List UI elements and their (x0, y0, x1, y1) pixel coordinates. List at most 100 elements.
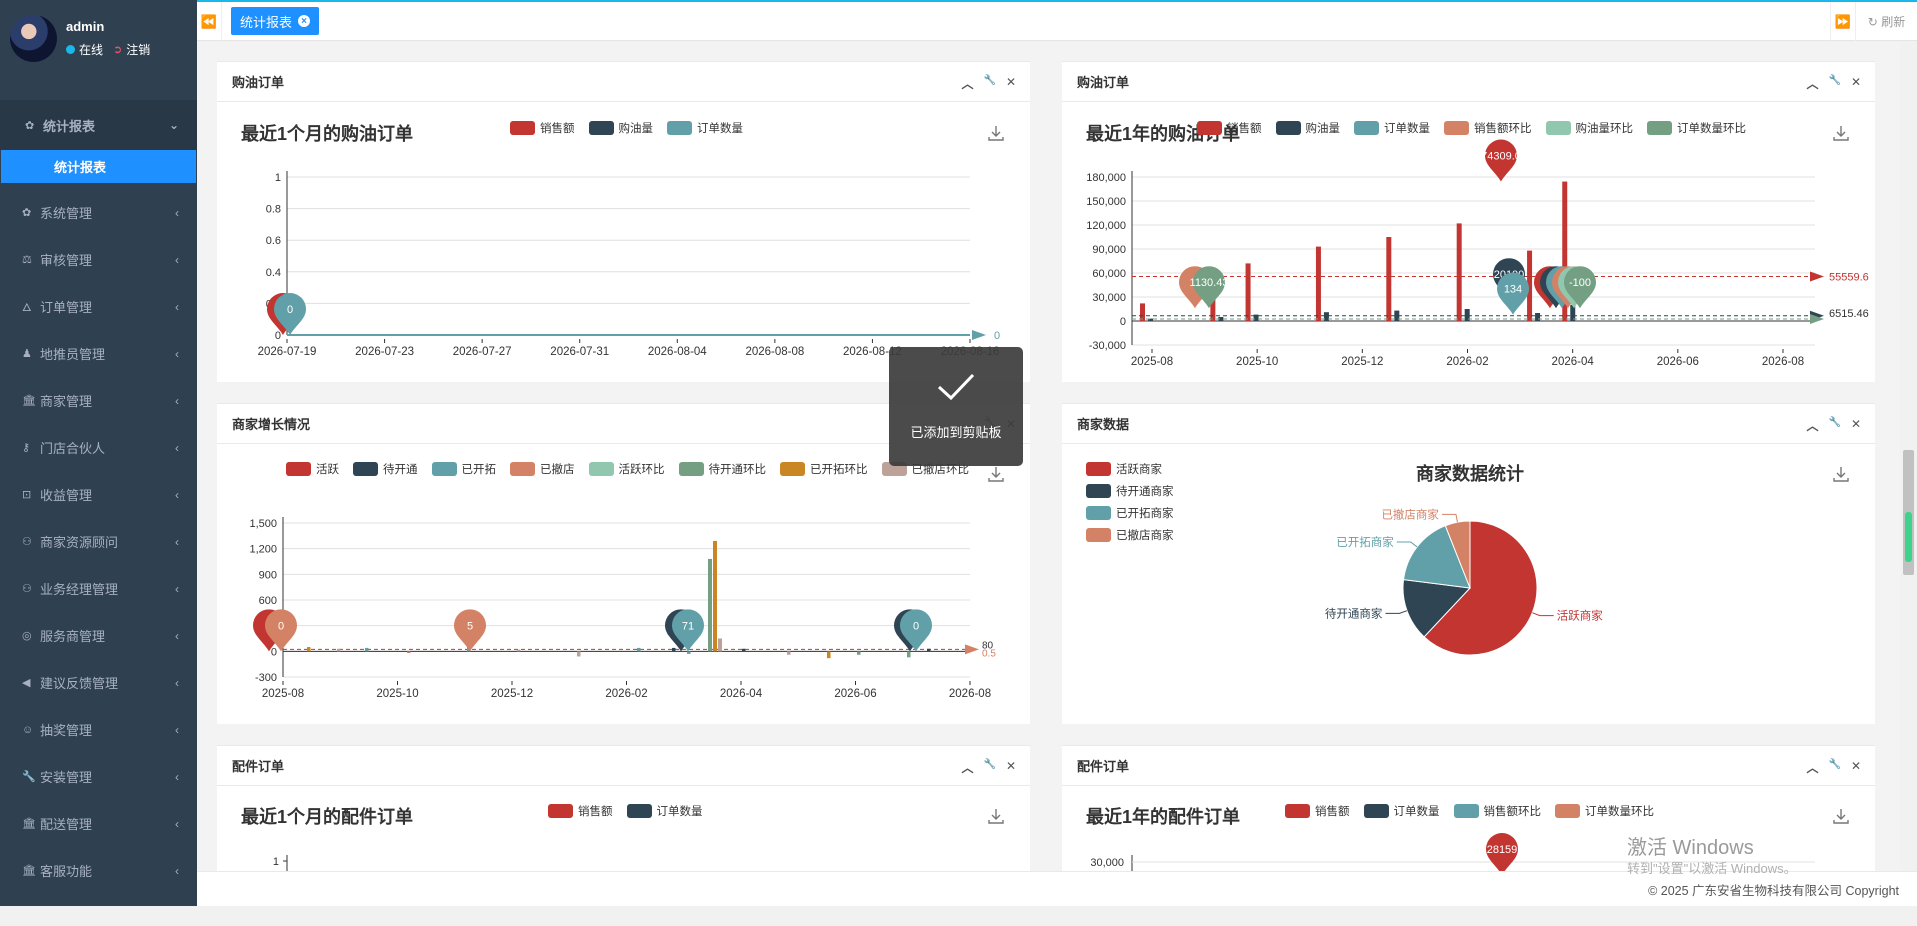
sidebar-item-1[interactable]: ✿ 系统管理 ‹ (0, 189, 197, 236)
sidebar-item-label: 审核管理 (40, 253, 93, 268)
close-icon[interactable]: ✕ (1850, 75, 1861, 89)
sidebar-item-0[interactable]: ✿ 统计报表 ⌄ (0, 100, 197, 150)
chart-p6: 30,000 28159 (1090, 833, 1815, 871)
legend-item[interactable]: 销售额 (1197, 120, 1262, 136)
collapse-icon[interactable]: ︿ (961, 761, 974, 775)
download-icon[interactable] (988, 466, 1004, 482)
legend-item[interactable]: 已开拓商家 (1086, 505, 1174, 521)
legend-label: 购油量环比 (1575, 123, 1634, 135)
sidebar-item-2[interactable]: ⚖ 审核管理 ‹ (0, 236, 197, 283)
legend-swatch (667, 121, 692, 135)
sidebar-item-15[interactable]: 🏛 客服功能 ‹ (0, 847, 197, 894)
chevron-left-icon: ‹ (175, 769, 179, 784)
legend-item[interactable]: 已开拓 (431, 461, 496, 477)
legend-item[interactable]: 销售额环比 (1444, 120, 1532, 136)
pie-slice[interactable] (1423, 520, 1538, 656)
wrench-icon[interactable]: 🔧 (983, 759, 996, 770)
legend-item[interactable]: 待开通环比 (678, 461, 766, 477)
wrench-icon[interactable]: 🔧 (1828, 75, 1841, 86)
x-tick-label: 2026-02 (1446, 356, 1488, 368)
download-icon[interactable] (988, 808, 1004, 824)
legend-item[interactable]: 购油量 (588, 120, 653, 136)
sidebar-item-9[interactable]: ⚇ 业务经理管理 ‹ (0, 565, 197, 612)
collapse-icon[interactable]: ︿ (1806, 419, 1819, 433)
close-icon[interactable]: ✕ (1850, 759, 1861, 773)
close-icon[interactable]: ✕ (1850, 417, 1861, 431)
legend-item[interactable]: 订单数量环比 (1647, 120, 1746, 136)
sidebar-subitem-statistics[interactable]: 统计报表 (1, 150, 196, 183)
legend-label: 销售额 (1227, 123, 1262, 135)
download-icon[interactable] (1833, 125, 1849, 141)
download-icon[interactable] (1833, 466, 1849, 482)
pie-slice[interactable] (1402, 525, 1471, 589)
tab-scroll-right-icon[interactable]: ⏩ (1830, 2, 1856, 41)
sidebar-item-7[interactable]: ⊡ 收益管理 ‹ (0, 471, 197, 518)
collapse-icon[interactable]: ︿ (1806, 77, 1819, 91)
wrench-icon[interactable]: 🔧 (1828, 759, 1841, 770)
bar (718, 638, 722, 652)
scrollbar[interactable] (1900, 42, 1917, 871)
panel-title: 配件订单 (232, 759, 285, 774)
tab-statistics[interactable]: 统计报表 × (231, 7, 320, 35)
download-icon[interactable] (1833, 808, 1849, 824)
legend-item[interactable]: 订单数量环比 (1555, 803, 1654, 819)
tab-label: 统计报表 (240, 14, 293, 30)
collapse-icon[interactable]: ︿ (1806, 761, 1819, 775)
collapse-icon[interactable]: ︿ (961, 77, 974, 91)
legend-label: 销售额环比 (1474, 123, 1532, 135)
legend-item[interactable]: 活跃 (286, 461, 339, 477)
legend-swatch (286, 462, 311, 476)
panel-header: 配件订单 ︿ 🔧 ✕ (217, 746, 1030, 786)
legend-item[interactable]: 活跃商家 (1086, 461, 1162, 477)
logout-link[interactable]: 注销 (126, 42, 151, 57)
key-icon: ⚷ (22, 442, 31, 454)
legend-item[interactable]: 已撤店环比 (881, 461, 969, 477)
legend-label: 已撤店 (540, 464, 575, 476)
sidebar-item-4[interactable]: ♟ 地推员管理 ‹ (0, 330, 197, 377)
chevron-left-icon: ‹ (175, 440, 179, 455)
legend-item[interactable]: 已撤店 (510, 461, 575, 477)
legend-item[interactable]: 销售额 (510, 120, 575, 136)
legend-item[interactable]: 销售额 (1285, 803, 1350, 819)
legend-item[interactable]: 已开拓环比 (780, 461, 868, 477)
logout-icon[interactable]: ➲ (113, 43, 123, 56)
close-icon[interactable]: ✕ (1005, 759, 1016, 773)
sidebar-item-3[interactable]: 🜂 订单管理 ‹ (0, 283, 197, 330)
wrench-icon[interactable]: 🔧 (1828, 417, 1841, 428)
download-icon[interactable] (988, 125, 1004, 141)
sidebar-item-5[interactable]: 🏛 商家管理 ‹ (0, 377, 197, 424)
tab-scroll-left-icon[interactable]: ⏪ (197, 2, 222, 41)
wrench-icon[interactable]: 🔧 (983, 75, 996, 86)
y-tick-label: 30,000 (1090, 857, 1124, 869)
refresh-button[interactable]: ↻ 刷新 (1856, 2, 1917, 41)
sidebar-item-label: 商家管理 (40, 394, 93, 409)
legend-item[interactable]: 待开通 (353, 461, 418, 477)
legend-item[interactable]: 活跃环比 (588, 461, 665, 477)
sidebar-item-10[interactable]: ◎ 服务商管理 ‹ (0, 612, 197, 659)
sidebar-item-11[interactable]: ◀ 建议反馈管理 ‹ (0, 659, 197, 706)
sidebar-item-14[interactable]: 🏛 配送管理 ‹ (0, 800, 197, 847)
legend-item[interactable]: 待开通商家 (1086, 483, 1174, 499)
close-icon[interactable]: ✕ (1005, 75, 1016, 89)
legend-item[interactable]: 销售额 (548, 803, 613, 819)
legend-item[interactable]: 销售额环比 (1453, 803, 1541, 819)
pie-slice[interactable] (1444, 520, 1471, 589)
legend-item[interactable]: 订单数量 (1363, 803, 1440, 819)
sidebar-item-8[interactable]: ⚇ 商家资源顾问 ‹ (0, 518, 197, 565)
sidebar-item-12[interactable]: ☺ 抽奖管理 ‹ (0, 706, 197, 753)
bar-销售额 (1386, 237, 1392, 321)
bank-icon: 🏛 (22, 818, 36, 830)
legend-item[interactable]: 购油量环比 (1545, 120, 1634, 136)
legend-item[interactable]: 购油量 (1275, 120, 1340, 136)
sidebar-item-13[interactable]: 🔧 安装管理 ‹ (0, 753, 197, 800)
legend-swatch (1275, 121, 1301, 135)
close-icon[interactable]: × (298, 15, 311, 27)
sidebar-item-6[interactable]: ⚷ 门店合伙人 ‹ (0, 424, 197, 471)
legend-item[interactable]: 订单数量 (1354, 120, 1430, 136)
legend-item[interactable]: 已撤店商家 (1086, 527, 1174, 543)
data-marker: 134 (1497, 272, 1529, 315)
windows-watermark: 激活 Windows (1627, 837, 1754, 859)
legend-item[interactable]: 订单数量 (667, 120, 743, 136)
legend-item[interactable]: 订单数量 (626, 803, 703, 819)
avatar[interactable] (10, 14, 57, 62)
